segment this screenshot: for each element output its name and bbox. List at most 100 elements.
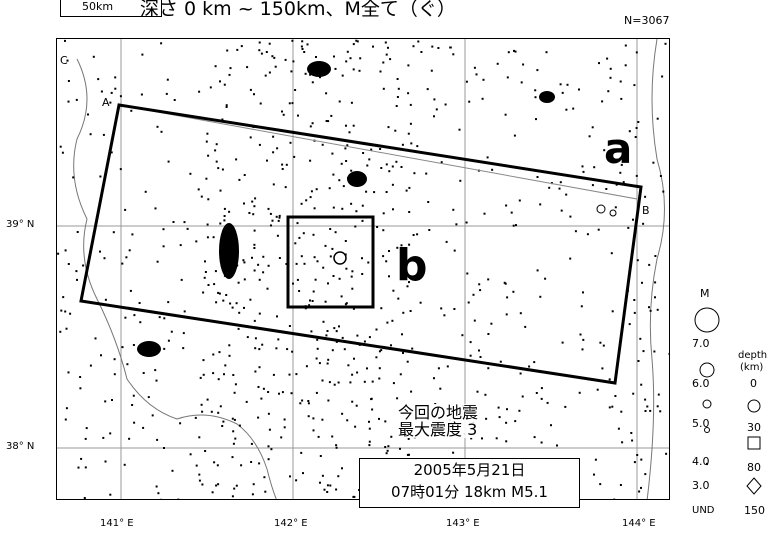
epicenter-dot — [365, 190, 368, 193]
epicenter-dot — [640, 458, 643, 461]
epicenter-dot — [642, 350, 645, 353]
epicenter-dot — [215, 160, 218, 163]
epicenter-dot — [285, 163, 288, 166]
epicenter-dot — [267, 264, 270, 267]
epicenter-dot — [289, 141, 292, 144]
epicenter-dot — [416, 233, 419, 236]
epicenter-dot — [206, 236, 209, 239]
epicenter-dot — [180, 278, 183, 281]
epicenter-dot — [340, 162, 343, 165]
epicenter-dot — [206, 223, 209, 226]
epicenter-dot — [243, 278, 246, 281]
epicenter-dot — [338, 179, 341, 182]
epicenter-dot — [160, 42, 163, 45]
epicenter-dot — [199, 376, 202, 379]
epicenter-dot — [282, 113, 285, 116]
epicenter-dot — [240, 464, 243, 467]
epicenter-dot — [75, 98, 78, 101]
epicenter-dot — [284, 58, 287, 61]
epicenter-dot — [630, 432, 633, 434]
epicenter-dot — [649, 409, 652, 412]
epicenter-dot — [329, 255, 332, 258]
epicenter-dot — [295, 373, 298, 376]
epicenter-dot — [328, 381, 331, 384]
lon-label-143: 143° E — [446, 518, 480, 529]
epicenter-dot — [275, 347, 278, 350]
epicenter-dot — [513, 49, 515, 52]
epicenter-dot — [641, 281, 643, 284]
epicenter-dot — [204, 450, 207, 452]
epicenter-dot — [266, 159, 268, 162]
epicenter-dot — [302, 232, 305, 235]
epicenter-dot — [490, 322, 493, 325]
epicenter-dot — [245, 400, 248, 403]
epicenter-dot — [155, 485, 158, 488]
epicenter-dot — [540, 387, 543, 390]
epicenter-dot — [459, 179, 462, 182]
epicenter-dot — [345, 124, 347, 127]
depth-legend-unit: (km) — [740, 362, 764, 373]
epicenter-dot — [337, 381, 340, 384]
epicenter-dot — [361, 204, 364, 207]
epicenter-dot — [277, 338, 280, 341]
epicenter-dot — [238, 424, 241, 427]
epicenter-dot — [496, 62, 499, 65]
epicenter-dot — [163, 317, 166, 320]
epicenter-dot — [252, 483, 255, 486]
epicenter-dot — [288, 102, 291, 105]
epicenter-dot — [366, 367, 368, 370]
epicenter-dot — [259, 102, 262, 105]
epicenter-dot — [138, 302, 141, 304]
epicenter-dot — [301, 48, 304, 50]
epicenter-dot — [276, 234, 279, 237]
epicenter-dot — [301, 399, 304, 402]
epicenter-dot — [163, 447, 165, 449]
epicenter-dot — [200, 403, 203, 406]
epicenter-dot — [644, 410, 647, 412]
epicenter-dot — [326, 330, 329, 332]
epicenter-dot — [378, 417, 380, 420]
epicenter-dot — [316, 347, 319, 350]
epicenter-dot — [189, 453, 192, 456]
epicenter-dot — [468, 100, 471, 103]
epicenter-dot — [278, 216, 281, 219]
epicenter-dot — [242, 259, 245, 262]
epicenter-dot — [335, 340, 338, 343]
epicenter-dot — [565, 193, 568, 196]
epicenter-dot — [388, 170, 391, 173]
epicenter-dot — [213, 283, 216, 286]
epicenter-dot — [162, 228, 165, 231]
epicenter-dot — [582, 338, 585, 341]
epicenter-dot — [581, 165, 584, 168]
epicenter-dot — [419, 301, 422, 304]
epicenter-dot — [162, 245, 165, 248]
epicenter-dot — [311, 122, 314, 125]
lon-label-141: 141° E — [100, 518, 134, 529]
epicenter-dot — [478, 349, 480, 352]
epicenter-dot — [351, 270, 354, 273]
quake-annotation: 今回の地震 最大震度 3 — [398, 404, 479, 438]
epicenter-dot — [156, 438, 159, 441]
epicenter-dot — [635, 127, 638, 129]
epicenter-dot — [412, 45, 415, 48]
epicenter-dot — [141, 53, 144, 56]
epicenter-dot — [165, 92, 168, 95]
epicenter-dot — [139, 321, 142, 324]
epicenter-dot — [391, 319, 394, 322]
epicenter-dot — [411, 347, 414, 350]
epicenter-dot — [536, 176, 539, 178]
epicenter-dot — [228, 73, 231, 76]
epicenter-dot — [632, 218, 634, 221]
epicenter-dot — [253, 243, 256, 246]
epicenter-dot — [231, 456, 234, 459]
epicenter-dot — [620, 163, 623, 166]
epicenter-dot — [331, 152, 334, 155]
epicenter-dot — [389, 58, 392, 61]
epicenter-dot — [109, 101, 112, 104]
epicenter-dot — [278, 257, 281, 259]
epicenter-dot — [315, 357, 318, 360]
epicenter-dot — [217, 378, 220, 381]
epicenter-dot — [319, 481, 321, 484]
epicenter-dot — [87, 113, 89, 116]
epicenter-dot — [565, 108, 568, 111]
